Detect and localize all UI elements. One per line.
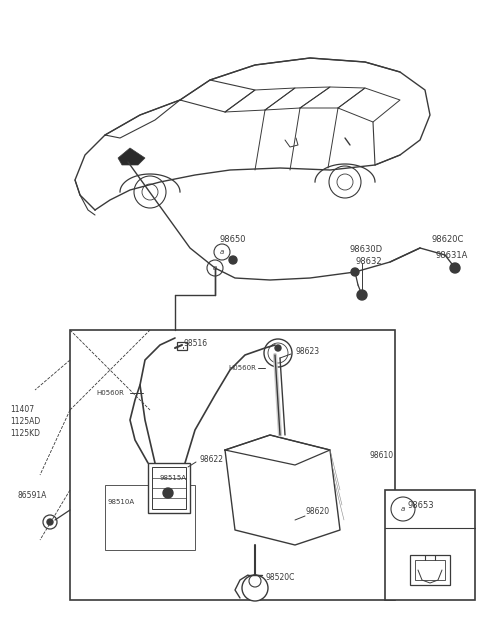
Text: 98653: 98653 xyxy=(407,500,433,509)
Text: 98630D: 98630D xyxy=(350,245,383,254)
Text: 98515A: 98515A xyxy=(160,475,187,481)
Text: a: a xyxy=(220,249,224,255)
Text: H0560R: H0560R xyxy=(228,365,256,371)
Circle shape xyxy=(229,256,237,264)
Bar xyxy=(152,467,186,509)
Circle shape xyxy=(450,263,460,273)
Text: 1125AD: 1125AD xyxy=(10,418,40,427)
Bar xyxy=(105,485,195,550)
Bar xyxy=(177,342,187,350)
Circle shape xyxy=(134,176,166,208)
Text: 98631A: 98631A xyxy=(435,251,468,259)
Text: a: a xyxy=(213,265,217,271)
Circle shape xyxy=(268,343,288,363)
Circle shape xyxy=(214,244,230,260)
Circle shape xyxy=(351,268,359,276)
Text: 98610: 98610 xyxy=(370,451,394,459)
Text: 1125KD: 1125KD xyxy=(10,430,40,439)
Text: 98650: 98650 xyxy=(220,235,247,244)
Circle shape xyxy=(207,260,223,276)
Text: 98516: 98516 xyxy=(183,338,207,348)
Bar xyxy=(410,555,450,585)
Text: 98623: 98623 xyxy=(295,346,319,355)
Text: 98620C: 98620C xyxy=(432,235,464,244)
Bar xyxy=(148,463,190,513)
Text: 98510A: 98510A xyxy=(108,499,135,505)
Circle shape xyxy=(47,519,53,525)
Bar xyxy=(70,330,395,600)
Bar xyxy=(415,560,445,580)
Circle shape xyxy=(164,489,172,497)
Text: 11407: 11407 xyxy=(10,406,34,415)
Circle shape xyxy=(249,575,261,587)
Text: 98632: 98632 xyxy=(355,257,382,266)
Circle shape xyxy=(357,290,367,300)
Circle shape xyxy=(264,339,292,367)
Text: 86591A: 86591A xyxy=(18,490,48,500)
Bar xyxy=(385,490,475,600)
Circle shape xyxy=(275,345,281,351)
Text: 98520C: 98520C xyxy=(265,574,294,582)
Text: H0560R: H0560R xyxy=(96,390,124,396)
Circle shape xyxy=(142,184,158,200)
Circle shape xyxy=(391,497,415,521)
Circle shape xyxy=(329,166,361,198)
Polygon shape xyxy=(118,148,145,165)
Circle shape xyxy=(163,488,173,498)
Text: 98620: 98620 xyxy=(305,507,329,517)
Circle shape xyxy=(337,174,353,190)
Circle shape xyxy=(43,515,57,529)
Text: 98622: 98622 xyxy=(200,456,224,464)
Text: a: a xyxy=(401,506,405,512)
Circle shape xyxy=(242,575,268,601)
